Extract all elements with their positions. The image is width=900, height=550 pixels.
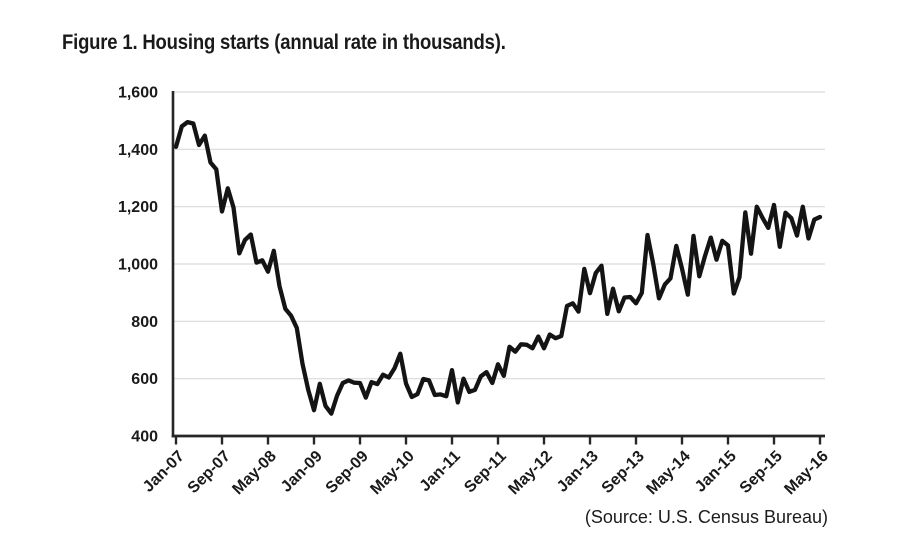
y-tick-label: 800	[131, 314, 158, 331]
x-tick-label: May-14	[643, 448, 693, 498]
x-tick-label: Jan-15	[692, 448, 740, 496]
x-tick-label: Jan-13	[554, 448, 602, 496]
x-tick-label: May-08	[229, 448, 279, 498]
y-tick-label: 1,200	[118, 199, 158, 216]
y-tick-label: 1,600	[118, 85, 158, 102]
x-tick-label: Jan-09	[278, 448, 326, 496]
x-tick-label: Sep-15	[737, 448, 786, 497]
x-tick-label: May-12	[505, 448, 555, 498]
y-tick-label: 1,000	[118, 257, 158, 274]
x-tick-label: May-16	[781, 448, 831, 498]
y-tick-label: 400	[131, 429, 158, 446]
housing-starts-series-line	[173, 119, 823, 416]
x-tick-label: Sep-07	[185, 448, 234, 497]
x-tick-label: Sep-11	[461, 448, 510, 497]
x-tick-label: Jan-11	[417, 448, 464, 495]
x-tick-label: May-10	[367, 448, 417, 498]
y-tick-label: 1,400	[118, 142, 158, 159]
x-tick-label: Jan-07	[140, 448, 188, 496]
x-tick-label: Sep-09	[323, 448, 372, 497]
figure-title: Figure 1. Housing starts (annual rate in…	[62, 31, 506, 54]
x-tick-label: Sep-13	[599, 448, 648, 497]
source-credit: (Source: U.S. Census Bureau)	[584, 507, 828, 527]
y-tick-label: 600	[131, 371, 158, 388]
